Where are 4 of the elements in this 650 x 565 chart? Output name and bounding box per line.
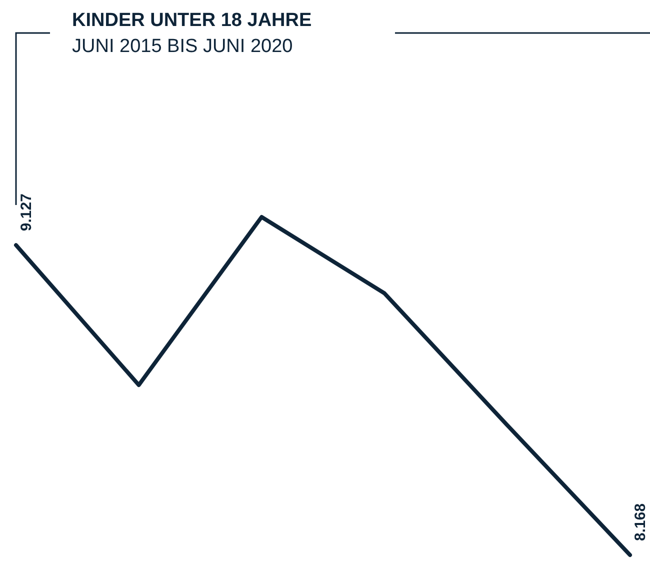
- chart-subtitle: JUNI 2015 BIS JUNI 2020: [72, 36, 293, 58]
- data-label: 8.168: [632, 503, 649, 541]
- chart-title: KINDER UNTER 18 JAHRE: [72, 10, 312, 32]
- data-label: 9.127: [18, 194, 35, 232]
